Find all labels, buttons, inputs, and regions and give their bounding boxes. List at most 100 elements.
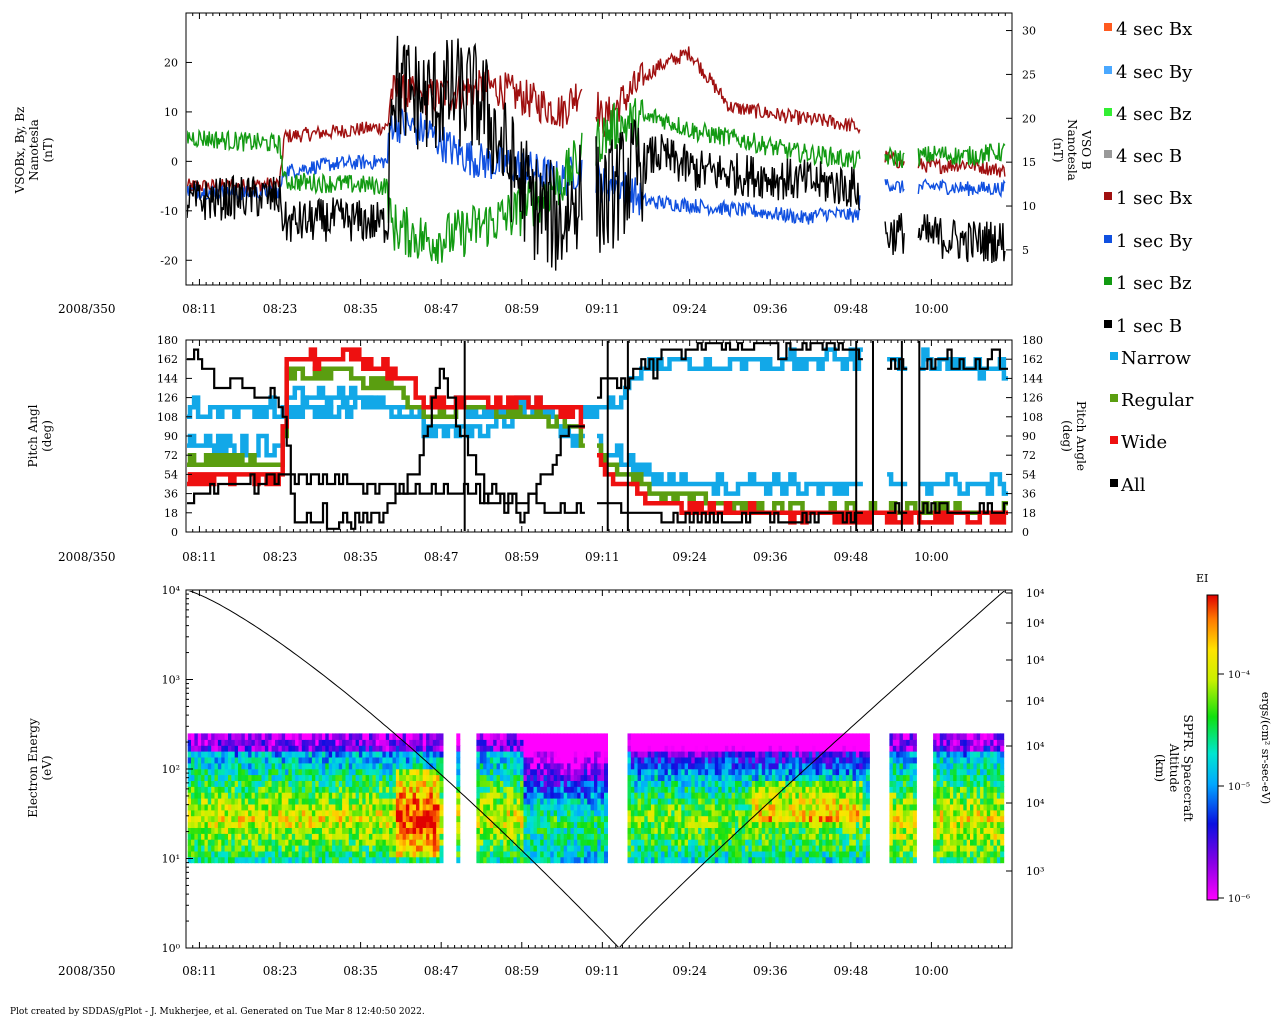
spectrogram-cell — [241, 763, 245, 770]
spectrogram-cell — [325, 757, 329, 764]
spectrogram-cell — [913, 792, 917, 799]
spectrogram-cell — [194, 833, 198, 840]
spectrogram-cell — [503, 804, 507, 811]
spectrogram-cell — [440, 833, 444, 840]
spectrogram-cell — [349, 816, 353, 823]
spectrogram-cell — [604, 745, 608, 752]
spectrogram-cell — [302, 769, 306, 776]
spectrogram-cell — [604, 798, 608, 805]
spectrogram-cell — [604, 775, 608, 782]
spectrogram-cell — [480, 780, 484, 787]
spectrogram-cell — [456, 833, 460, 840]
spectrogram-cell — [433, 751, 437, 758]
spectrogram-cell — [433, 857, 437, 864]
spectrogram-cell — [604, 757, 608, 764]
spectrogram-cell — [480, 745, 484, 752]
spectrogram-cell — [1000, 757, 1004, 764]
spectrogram-cell — [278, 827, 282, 834]
spectrogram-cell — [913, 786, 917, 793]
spectrogram-cell — [866, 810, 870, 817]
spectrogram-cell — [302, 839, 306, 846]
spectrogram-cell — [440, 810, 444, 817]
spectrogram-cell — [866, 769, 870, 776]
spectrogram-cell — [241, 827, 245, 834]
spectrogram-cell — [913, 780, 917, 787]
spectrogram-cell — [241, 857, 245, 864]
spectrogram-cell — [325, 745, 329, 752]
spectrogram-cell — [278, 751, 282, 758]
spectrogram-cell — [302, 810, 306, 817]
spectrogram-cell — [866, 804, 870, 811]
spectrogram-cell — [433, 780, 437, 787]
spectrogram-cell — [194, 739, 198, 746]
spectrogram-cell — [1000, 839, 1004, 846]
spectrogram-cell — [218, 763, 222, 770]
spectrogram-cell — [325, 804, 329, 811]
spectrogram-cell — [604, 733, 608, 740]
spectrogram-cell — [433, 816, 437, 823]
spectrogram-cell — [302, 775, 306, 782]
spectrogram-cell — [503, 780, 507, 787]
spectrogram-cell — [456, 857, 460, 864]
spectrogram-cell — [604, 769, 608, 776]
spectrogram-cell — [604, 763, 608, 770]
spectrogram-cell — [604, 810, 608, 817]
spectrogram-cell — [440, 751, 444, 758]
spectrogram-cell — [456, 827, 460, 834]
spectrogram-cell — [1000, 745, 1004, 752]
spectrogram-cell — [866, 739, 870, 746]
spectrogram-cell — [480, 816, 484, 823]
spectrogram-cell — [866, 857, 870, 864]
spectrogram-cell — [456, 780, 460, 787]
energy-heatmap-group — [186, 590, 1005, 948]
spectrogram-cell — [278, 780, 282, 787]
spectrogram-cell — [255, 827, 259, 834]
spectrogram-cell — [433, 775, 437, 782]
spectrogram-cell — [604, 845, 608, 852]
spectrogram-cell — [456, 804, 460, 811]
spectrogram-cell — [433, 839, 437, 846]
spectrogram-cell — [440, 786, 444, 793]
spectrogram-cell — [480, 792, 484, 799]
spectrogram-cell — [433, 733, 437, 740]
spectrogram-cell — [278, 833, 282, 840]
spectrogram-cell — [1000, 810, 1004, 817]
spectrogram-cell — [440, 792, 444, 799]
spectrogram-cell — [1000, 822, 1004, 829]
spectrogram-cell — [218, 775, 222, 782]
spectrogram-cell — [866, 745, 870, 752]
spectrogram-cell — [503, 739, 507, 746]
spectrogram-cell — [503, 763, 507, 770]
spectrogram-cell — [440, 845, 444, 852]
spectrogram-cell — [255, 857, 259, 864]
spectrogram-cell — [440, 804, 444, 811]
spectrogram-cell — [349, 733, 353, 740]
spectrogram-cell — [480, 857, 484, 864]
spectrogram-cell — [433, 798, 437, 805]
spectrogram-cell — [194, 769, 198, 776]
spectrogram-cell — [194, 780, 198, 787]
spectrogram-cell — [255, 851, 259, 858]
spectrogram-cell — [194, 851, 198, 858]
spectrogram-cell — [480, 739, 484, 746]
spectrogram-cell — [325, 816, 329, 823]
spectrogram-cell — [456, 792, 460, 799]
spectrogram-cell — [913, 839, 917, 846]
spectrogram-cell — [913, 845, 917, 852]
spectrogram-cell — [480, 839, 484, 846]
spectrogram-cell — [302, 857, 306, 864]
pitch-series-all — [186, 474, 1008, 522]
spectrogram-cell — [278, 733, 282, 740]
spectrogram-cell — [218, 751, 222, 758]
spectrogram-cell — [241, 780, 245, 787]
spectrogram-cell — [278, 839, 282, 846]
spectrogram-cell — [1000, 857, 1004, 864]
spectrogram-cell — [218, 792, 222, 799]
spectrogram-cell — [604, 839, 608, 846]
spectrogram-cell — [913, 851, 917, 858]
spectrogram-cell — [218, 810, 222, 817]
spectrogram-cell — [1000, 786, 1004, 793]
spectrogram-cell — [503, 775, 507, 782]
spectrogram-cell — [194, 757, 198, 764]
spectrogram-cell — [1000, 827, 1004, 834]
